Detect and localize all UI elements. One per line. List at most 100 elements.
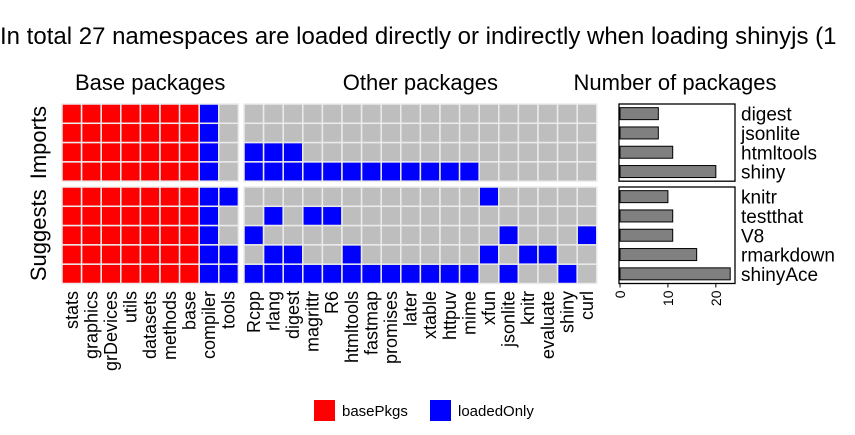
tile-v8-grdevices [100, 224, 122, 246]
tile-htmltools-rlang [262, 141, 284, 163]
tile-shiny-compiler [198, 161, 220, 182]
tile-shinyace-stats [61, 263, 83, 285]
column-label-shiny: shiny [557, 291, 577, 333]
tile-testthat-r6 [321, 205, 343, 227]
tile-knitr-shiny [556, 186, 578, 208]
tile-shiny-jsonlite [498, 161, 520, 182]
tile-digest-rcpp [243, 103, 265, 125]
tile-testthat-curl [576, 205, 598, 227]
tile-htmltools-methods [159, 141, 181, 163]
tile-knitr-httpuv [439, 186, 461, 208]
tile-shinyace-utils [120, 263, 142, 285]
tile-knitr-digest [282, 186, 304, 208]
tile-testthat-knitr [517, 205, 539, 227]
row-label-digest: digest [741, 105, 792, 126]
tile-digest-shiny [556, 103, 578, 125]
tile-v8-stats [61, 224, 83, 246]
tile-knitr-mime [458, 186, 480, 208]
tile-digest-curl [576, 103, 598, 125]
column-label-methods: methods [160, 291, 180, 360]
tile-rmarkdown-compiler [198, 244, 220, 265]
x-tick-label-20: 20 [708, 290, 724, 306]
tile-jsonlite-rcpp [243, 122, 265, 144]
tile-shinyace-httpuv [439, 263, 461, 285]
tile-shinyace-graphics [80, 263, 102, 285]
tile-testthat-httpuv [439, 205, 461, 227]
tile-htmltools-fastmap [360, 141, 382, 163]
tile-rmarkdown-mime [458, 244, 480, 265]
tile-knitr-jsonlite [498, 186, 520, 208]
tile-shinyace-grdevices [100, 263, 122, 285]
tile-knitr-methods [159, 186, 181, 208]
tile-shinyace-promises [380, 263, 402, 285]
tile-v8-rlang [262, 224, 284, 246]
row-label-knitr: knitr [741, 188, 778, 209]
tile-htmltools-httpuv [439, 141, 461, 163]
tile-shinyace-rcpp [243, 263, 265, 285]
tile-rmarkdown-graphics [80, 244, 102, 265]
tile-testthat-magrittr [302, 205, 324, 227]
tile-knitr-xtable [419, 186, 441, 208]
tile-knitr-later [400, 186, 422, 208]
tile-jsonlite-shiny [556, 122, 578, 144]
tile-jsonlite-grdevices [100, 122, 122, 144]
row-label-testthat: testthat [741, 207, 804, 228]
column-label-httpuv: httpuv [440, 291, 460, 340]
tile-v8-utils [120, 224, 142, 246]
tile-v8-xfun [478, 224, 500, 246]
tile-shinyace-jsonlite [498, 263, 520, 285]
tile-testthat-later [400, 205, 422, 227]
row-label-v8: V8 [741, 226, 764, 247]
tile-knitr-fastmap [360, 186, 382, 208]
tile-rmarkdown-datasets [139, 244, 161, 265]
panel-title-base-packages: Base packages [75, 70, 225, 95]
tile-digest-xtable [419, 103, 441, 125]
tile-testthat-methods [159, 205, 181, 227]
tile-rmarkdown-jsonlite [498, 244, 520, 265]
tile-htmltools-magrittr [302, 141, 324, 163]
tile-v8-shiny [556, 224, 578, 246]
tile-shiny-knitr [517, 161, 539, 182]
tile-knitr-rlang [262, 186, 284, 208]
tile-v8-datasets [139, 224, 161, 246]
tile-knitr-htmltools [341, 186, 363, 208]
tile-testthat-mime [458, 205, 480, 227]
tile-jsonlite-mime [458, 122, 480, 144]
tile-jsonlite-methods [159, 122, 181, 144]
row-label-rmarkdown: rmarkdown [741, 246, 835, 267]
tile-shiny-curl [576, 161, 598, 182]
bar-panel-title: Number of packages [574, 70, 777, 95]
tile-digest-magrittr [302, 103, 324, 125]
tile-knitr-promises [380, 186, 402, 208]
legend-label-loadedonly: loadedOnly [458, 403, 534, 420]
tile-jsonlite-xfun [478, 122, 500, 144]
tile-testthat-rcpp [243, 205, 265, 227]
tile-digest-rlang [262, 103, 284, 125]
tile-jsonlite-rlang [262, 122, 284, 144]
tile-shiny-r6 [321, 161, 343, 182]
tile-v8-promises [380, 224, 402, 246]
tile-knitr-tools [218, 186, 240, 208]
tile-htmltools-curl [576, 141, 598, 163]
tile-digest-methods [159, 103, 181, 125]
tile-rmarkdown-promises [380, 244, 402, 265]
column-label-grdevices: grDevices [101, 291, 121, 371]
tile-rmarkdown-utils [120, 244, 142, 265]
tile-rmarkdown-digest [282, 244, 304, 265]
legend-swatch-loadedonly [430, 400, 451, 421]
column-label-xtable: xtable [420, 291, 440, 339]
tile-knitr-grdevices [100, 186, 122, 208]
tile-testthat-shiny [556, 205, 578, 227]
tile-digest-htmltools [341, 103, 363, 125]
tile-shiny-datasets [139, 161, 161, 182]
column-label-utils: utils [121, 291, 141, 323]
tile-shinyace-htmltools [341, 263, 363, 285]
tile-testthat-promises [380, 205, 402, 227]
tile-shinyace-methods [159, 263, 181, 285]
tile-knitr-utils [120, 186, 142, 208]
tile-testthat-utils [120, 205, 142, 227]
tile-knitr-rcpp [243, 186, 265, 208]
column-label-jsonlite: jsonlite [499, 291, 519, 348]
column-label-fastmap: fastmap [361, 291, 381, 355]
